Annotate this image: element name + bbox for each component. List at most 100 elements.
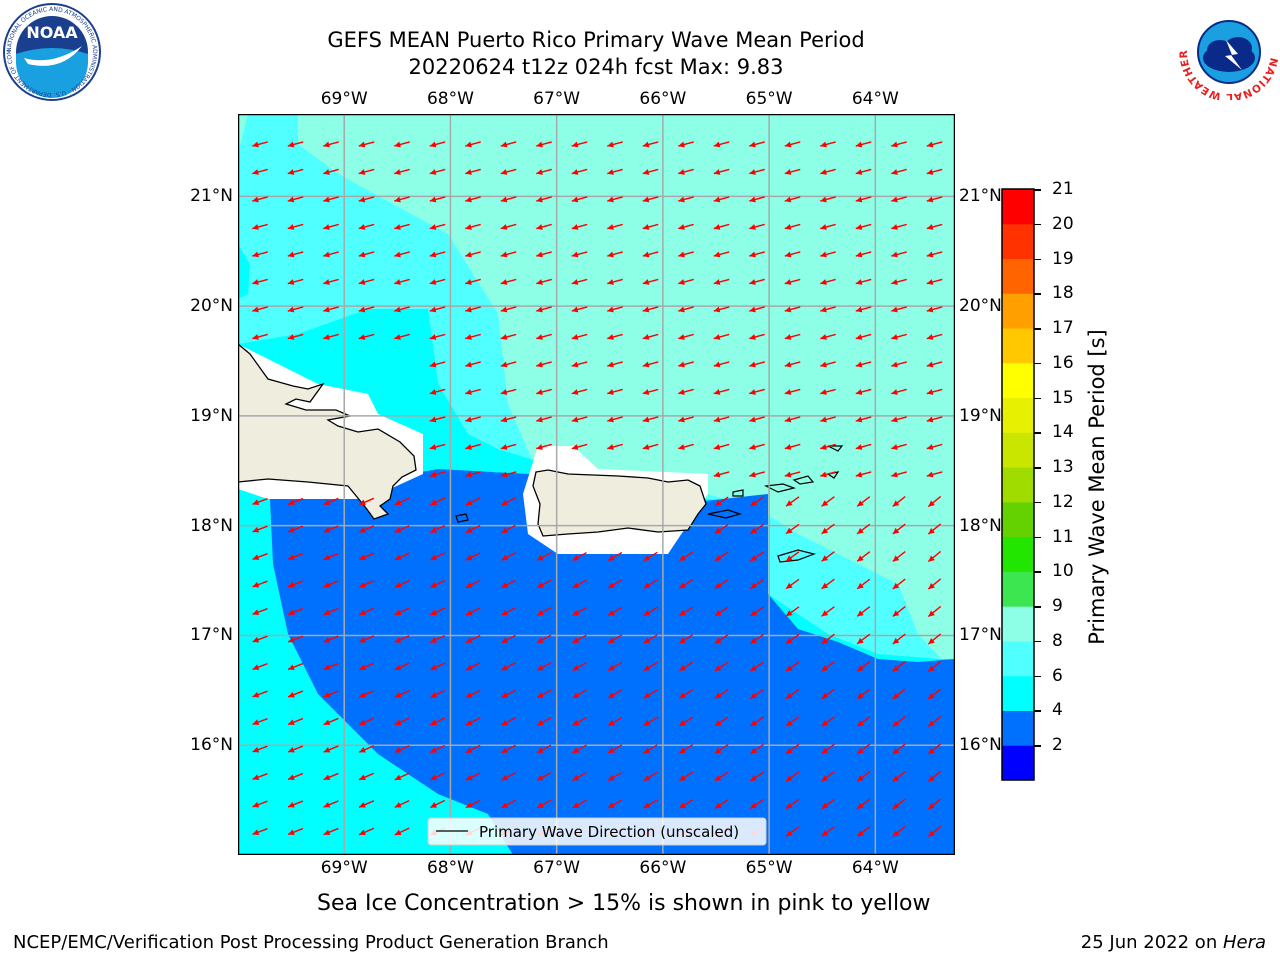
wave-arrow (572, 799, 587, 809)
wave-arrow (749, 278, 765, 285)
wave-arrow (394, 662, 410, 671)
wave-arrow (607, 606, 623, 617)
wave-arrow (358, 772, 375, 781)
wave-arrow (536, 141, 552, 148)
wave-arrow (607, 799, 623, 809)
wave-arrow (855, 196, 872, 203)
wave-arrow (394, 717, 410, 726)
wave-arrow (678, 333, 694, 340)
axis-tick-label: 65°W (745, 89, 793, 109)
wave-arrow (642, 361, 659, 368)
wave-arrow (358, 800, 375, 808)
wave-arrow (784, 361, 801, 368)
period-band-4 (270, 469, 955, 855)
wave-arrow (855, 361, 872, 368)
wave-arrow (891, 361, 907, 368)
wave-arrow (750, 578, 764, 590)
wave-arrow (749, 333, 765, 340)
wave-arrow (429, 471, 446, 478)
wave-arrow (571, 443, 588, 450)
wave-arrow (926, 278, 943, 285)
wave-arrow (323, 196, 339, 203)
wave-arrow (287, 278, 304, 285)
wave-arrow (607, 168, 623, 175)
wave-arrow (323, 635, 339, 643)
wave-arrow (855, 168, 872, 175)
axis-tick-label: 67°W (533, 858, 581, 878)
wave-arrow (536, 443, 552, 450)
colorbar-tick-mark (1034, 606, 1041, 608)
colorbar-segment (1002, 223, 1034, 260)
wave-arrow (287, 662, 304, 671)
wave-arrow (572, 661, 587, 672)
wave-arrow (856, 578, 871, 590)
axis-tick-label: 16°N (190, 735, 233, 756)
wave-arrow (607, 388, 623, 395)
wave-arrow (642, 223, 659, 230)
wave-arrow (465, 361, 481, 368)
axis-tick-label: 19°N (190, 405, 233, 426)
wave-arrow (892, 633, 906, 645)
wave-arrow (749, 361, 765, 368)
colorbar-tick-mark (1034, 745, 1041, 747)
wave-arrow (429, 607, 446, 616)
wave-arrow (252, 278, 268, 285)
wave-arrow (358, 251, 375, 258)
wave-arrow (252, 718, 268, 726)
wave-arrow (252, 525, 268, 533)
wave-arrow (607, 223, 623, 230)
colorbar-segment (1002, 397, 1034, 433)
wave-arrow (607, 744, 623, 754)
wave-arrow (855, 333, 872, 340)
wave-arrow (642, 416, 659, 423)
colorbar-segment (1002, 293, 1034, 329)
wave-arrow (749, 223, 765, 230)
map-subtitle: 20220624 t12z 024h fcst Max: 9.83 (408, 55, 784, 79)
colorbar-segment (1002, 328, 1034, 364)
wave-arrow (785, 496, 800, 507)
wave-arrow (323, 580, 339, 588)
wave-arrow (500, 388, 517, 395)
wave-arrow (287, 635, 304, 643)
wave-arrow (358, 827, 375, 836)
wave-arrow (855, 443, 872, 450)
axis-tick-label: 18°N (959, 515, 1002, 536)
wave-arrow (323, 333, 339, 340)
wave-arrow (642, 333, 659, 340)
wave-arrow (750, 606, 764, 617)
colorbar-tick-label: 2 (1052, 735, 1063, 756)
colorbar-label: Primary Wave Mean Period [s] (1085, 329, 1109, 645)
wave-arrow (678, 141, 694, 148)
wave-arrow (892, 825, 906, 838)
wave-arrow (323, 251, 339, 258)
wave-arrow (358, 223, 375, 230)
wave-arrow (572, 716, 587, 727)
wave-arrow (820, 223, 836, 230)
colorbar-tick-label: 8 (1052, 630, 1063, 651)
wave-arrow (892, 605, 906, 618)
wave-arrow (358, 552, 375, 561)
wave-arrow (501, 579, 516, 589)
wave-arrow (785, 661, 800, 672)
wave-arrow (429, 278, 446, 285)
colorbar-tick-mark (1034, 571, 1041, 573)
colorbar-tick-mark (1034, 223, 1041, 226)
wave-arrow (855, 388, 872, 395)
wave-arrow (429, 361, 446, 368)
wave-arrow (252, 745, 268, 753)
axis-tick-label: 19°N (959, 405, 1002, 426)
wave-arrow (821, 661, 835, 672)
wave-arrow (785, 578, 800, 590)
wave-arrow (287, 827, 304, 836)
wave-arrow (429, 416, 446, 423)
wave-arrow (926, 333, 943, 340)
wave-arrow (784, 278, 801, 285)
wave-arrow (642, 306, 659, 313)
wave-arrow (358, 635, 375, 643)
wave-arrow (252, 251, 268, 258)
wave-arrow (358, 580, 375, 588)
wave-arrow (500, 416, 517, 423)
wave-arrow (571, 223, 588, 230)
wave-arrow (536, 416, 552, 423)
wave-arrow (465, 388, 481, 395)
